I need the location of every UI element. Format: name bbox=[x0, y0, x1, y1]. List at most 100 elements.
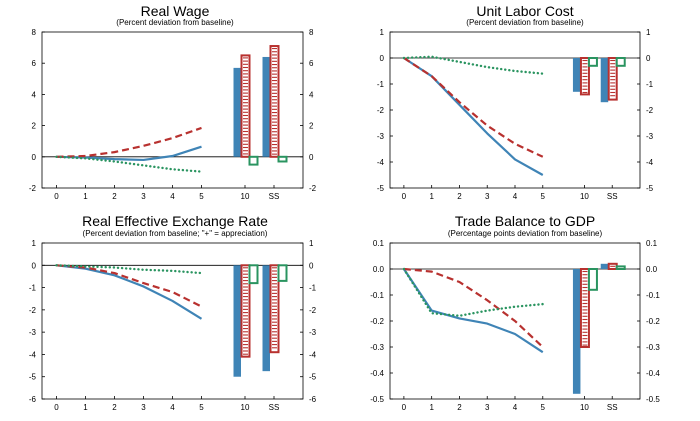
y-tick-label: -3 bbox=[309, 328, 317, 337]
solid-bar bbox=[262, 56, 270, 157]
x-tick-label: 5 bbox=[199, 192, 204, 201]
hatched-bar bbox=[269, 264, 280, 354]
y-tick-label: 0.1 bbox=[646, 239, 658, 248]
x-tick-label: 4 bbox=[513, 403, 518, 412]
outline-bar bbox=[277, 155, 288, 163]
y-tick-label: -0.5 bbox=[370, 395, 384, 404]
bar-hatch bbox=[610, 59, 616, 97]
hatched-bar bbox=[269, 45, 280, 158]
y-tick-label: -6 bbox=[29, 395, 37, 404]
x-tick-label: 1 bbox=[429, 403, 434, 412]
y-tick-label: 1 bbox=[646, 28, 651, 37]
y-tick-label: -2 bbox=[309, 306, 317, 315]
y-tick-label: 8 bbox=[309, 28, 314, 37]
y-tick-label: -0.4 bbox=[370, 369, 384, 378]
y-tick-label: 4 bbox=[309, 90, 314, 99]
x-tick-label: 2 bbox=[112, 192, 117, 201]
hatched-bar bbox=[240, 264, 251, 358]
y-tick-label: -1 bbox=[377, 80, 385, 89]
x-tick-label: 5 bbox=[541, 403, 546, 412]
x-tick-label: 3 bbox=[141, 192, 146, 201]
solid-line bbox=[56, 264, 203, 320]
x-tick-label: 0 bbox=[402, 403, 407, 412]
outline-bar bbox=[615, 265, 626, 270]
y-tick-label: -3 bbox=[377, 132, 385, 141]
x-tick-label: 1 bbox=[83, 403, 88, 412]
solid-bar bbox=[233, 67, 241, 157]
y-tick-label: -0.2 bbox=[370, 317, 384, 326]
y-tick-label: -2 bbox=[29, 306, 37, 315]
y-tick-label: -0.4 bbox=[646, 369, 660, 378]
solid-line bbox=[402, 268, 544, 354]
x-tick-label: SS bbox=[607, 192, 618, 201]
y-tick-label: -4 bbox=[646, 158, 654, 167]
x-tick-label: SS bbox=[607, 403, 618, 412]
bar-hatch bbox=[582, 59, 588, 94]
y-tick-label: -2 bbox=[309, 184, 317, 193]
y-tick-label: -1 bbox=[29, 284, 37, 293]
x-tick-label: 4 bbox=[170, 403, 175, 412]
y-tick-label: -4 bbox=[377, 158, 385, 167]
bar-hatch bbox=[272, 267, 277, 349]
bar-hatch bbox=[582, 270, 588, 346]
x-tick-label: 10 bbox=[241, 403, 250, 412]
x-tick-label: 5 bbox=[199, 403, 204, 412]
y-tick-label: -0.1 bbox=[370, 291, 384, 300]
solid-bar bbox=[600, 263, 609, 269]
y-tick-label: 0 bbox=[32, 261, 37, 270]
solid-bar bbox=[262, 265, 270, 372]
x-tick-label: 4 bbox=[513, 192, 518, 201]
panel-title: Unit Labor Cost bbox=[476, 3, 573, 19]
y-tick-label: -2 bbox=[646, 106, 654, 115]
y-tick-label: -1 bbox=[646, 80, 654, 89]
x-tick-label: 3 bbox=[141, 403, 146, 412]
x-tick-label: 0 bbox=[54, 192, 59, 201]
x-tick-label: SS bbox=[269, 192, 280, 201]
trade-balance-panel: Trade Balance to GDP (Percentage points … bbox=[370, 213, 660, 412]
x-tick-label: 10 bbox=[580, 403, 589, 412]
y-tick-label: 6 bbox=[32, 59, 37, 68]
solid-bar bbox=[600, 58, 609, 103]
x-tick-label: 2 bbox=[112, 403, 117, 412]
y-tick-label: -5 bbox=[646, 184, 654, 193]
y-tick-label: 0.0 bbox=[373, 265, 385, 274]
y-tick-label: 6 bbox=[309, 59, 314, 68]
x-tick-label: 5 bbox=[541, 192, 546, 201]
outline-bar bbox=[587, 268, 598, 291]
panel-subtitle: (Percentage points deviation from baseli… bbox=[448, 229, 603, 238]
y-tick-label: -0.2 bbox=[646, 317, 660, 326]
y-tick-label: 0 bbox=[309, 153, 314, 162]
bar-hatch bbox=[243, 267, 248, 355]
y-tick-label: 1 bbox=[309, 239, 314, 248]
x-tick-label: 10 bbox=[580, 192, 589, 201]
x-tick-label: 0 bbox=[54, 403, 59, 412]
y-tick-label: 0 bbox=[380, 54, 385, 63]
outline-bar bbox=[277, 264, 288, 282]
panel-subtitle: (Percent deviation from baseline; "+" = … bbox=[83, 229, 268, 238]
solid-bar bbox=[572, 269, 581, 394]
outline-bar bbox=[587, 57, 598, 67]
y-tick-label: 0.1 bbox=[373, 239, 385, 248]
dotted-line bbox=[402, 55, 544, 75]
y-tick-label: 0 bbox=[646, 54, 651, 63]
x-tick-label: 3 bbox=[485, 192, 490, 201]
y-tick-label: -6 bbox=[309, 395, 317, 404]
y-tick-label: -4 bbox=[309, 350, 317, 359]
dotted-line bbox=[55, 155, 203, 173]
x-tick-label: 0 bbox=[402, 192, 407, 201]
y-tick-label: -2 bbox=[29, 184, 37, 193]
x-tick-label: 1 bbox=[83, 192, 88, 201]
x-tick-label: SS bbox=[269, 403, 280, 412]
hatched-bar bbox=[607, 57, 618, 101]
outline-bar bbox=[248, 264, 259, 285]
y-tick-label: 1 bbox=[380, 28, 385, 37]
solid-line bbox=[403, 57, 544, 176]
dashed-line bbox=[56, 126, 202, 158]
y-tick-label: -0.1 bbox=[646, 291, 660, 300]
solid-bar bbox=[233, 265, 241, 377]
y-tick-label: 8 bbox=[32, 28, 37, 37]
y-tick-label: 0 bbox=[309, 261, 314, 270]
bar-hatch bbox=[272, 47, 277, 155]
y-tick-label: -3 bbox=[646, 132, 654, 141]
